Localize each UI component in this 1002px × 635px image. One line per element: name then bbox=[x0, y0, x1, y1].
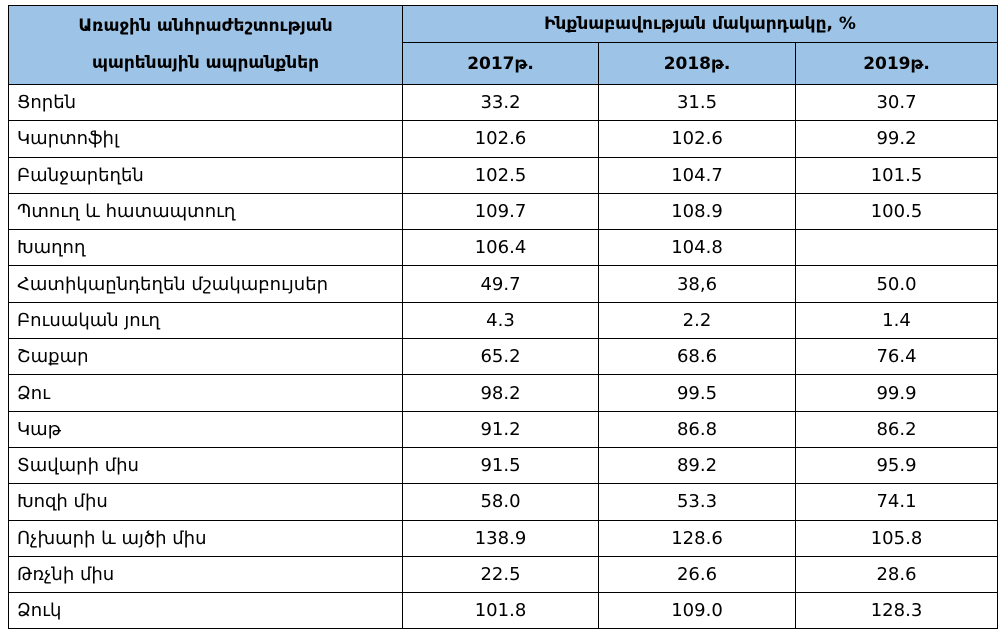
value-cell: 100.5 bbox=[795, 192, 998, 231]
year-header: 2017թ. bbox=[402, 42, 599, 85]
year-header: 2018թ. bbox=[598, 42, 796, 85]
table-row: Ձու 98.2 99.5 99.9 bbox=[8, 374, 998, 412]
value-cell: 89.2 bbox=[598, 446, 796, 485]
table-row: Կաթ 91.2 86.8 86.2 bbox=[8, 410, 998, 448]
item-name: Պտուղ և հատապտուղ bbox=[8, 192, 403, 231]
value-cell: 74.1 bbox=[795, 483, 998, 521]
value-cell: 108.9 bbox=[598, 192, 796, 231]
value-cell: 102.6 bbox=[402, 120, 599, 158]
item-name: Ձուկ bbox=[8, 592, 403, 630]
value-cell: 58.0 bbox=[402, 483, 599, 521]
item-name: Ցորեն bbox=[8, 83, 403, 122]
table-row: Խաղող 106.4 104.8 bbox=[8, 229, 998, 267]
value-cell: 2.2 bbox=[598, 301, 796, 340]
item-name: Ձու bbox=[8, 374, 403, 412]
table-row: Հատիկաընդեղեն մշակաբույսեր 49.7 38,6 50.0 bbox=[8, 265, 998, 303]
value-cell: 38,6 bbox=[598, 265, 796, 303]
table-row: Կարտոֆիլ 102.6 102.6 99.2 bbox=[8, 120, 998, 158]
value-cell: 53.3 bbox=[598, 483, 796, 521]
year-header: 2019թ. bbox=[795, 42, 998, 85]
value-cell: 99.9 bbox=[795, 374, 998, 412]
value-cell: 98.2 bbox=[402, 374, 599, 412]
value-cell: 104.7 bbox=[598, 156, 796, 194]
value-cell: 101.8 bbox=[402, 592, 599, 630]
table-body: Ցորեն 33.2 31.5 30.7 Կարտոֆիլ 102.6 102.6 99.2 Բ… bbox=[8, 83, 998, 630]
value-cell: 128.6 bbox=[598, 519, 796, 557]
table-row: Թռչնի միս 22.5 26.6 28.6 bbox=[8, 555, 998, 594]
value-cell: 65.2 bbox=[402, 338, 599, 376]
table-row: Ձուկ 101.8 109.0 128.3 bbox=[8, 592, 998, 630]
item-name: Շաքար bbox=[8, 338, 403, 376]
table-row: Խոզի միս 58.0 53.3 74.1 bbox=[8, 483, 998, 521]
value-cell: 86.8 bbox=[598, 410, 796, 448]
table-row: Տավարի միս 91.5 89.2 95.9 bbox=[8, 446, 998, 485]
value-cell: 99.2 bbox=[795, 120, 998, 158]
group-header: Ինքնաբավության մակարդակը, % bbox=[402, 5, 998, 43]
table-row: Պտուղ և հատապտուղ 109.7 108.9 100.5 bbox=[8, 192, 998, 231]
value-cell: 109.0 bbox=[598, 592, 796, 630]
value-cell: 102.5 bbox=[402, 156, 599, 194]
item-name: Հատիկաընդեղեն մշակաբույսեր bbox=[8, 265, 403, 303]
table-row: Ոչխարի և այծի միս 138.9 128.6 105.8 bbox=[8, 519, 998, 557]
item-name: Բանջարեղեն bbox=[8, 156, 403, 194]
item-name: Տավարի միս bbox=[8, 446, 403, 485]
value-cell: 91.5 bbox=[402, 446, 599, 485]
value-cell: 106.4 bbox=[402, 229, 599, 267]
value-cell: 86.2 bbox=[795, 410, 998, 448]
value-cell: 22.5 bbox=[402, 555, 599, 594]
header-row: Առաջին անհրաժեշտության պարենային ապրանքն… bbox=[8, 5, 998, 85]
value-cell: 50.0 bbox=[795, 265, 998, 303]
value-cell: 68.6 bbox=[598, 338, 796, 376]
data-table: Առաջին անհրաժեշտության պարենային ապրանքն… bbox=[8, 5, 998, 630]
value-cell: 91.2 bbox=[402, 410, 599, 448]
table-row: Բուսական յուղ 4.3 2.2 1.4 bbox=[8, 301, 998, 340]
value-cell: 49.7 bbox=[402, 265, 599, 303]
value-cell: 128.3 bbox=[795, 592, 998, 630]
value-cell: 30.7 bbox=[795, 83, 998, 122]
value-cell: 95.9 bbox=[795, 446, 998, 485]
value-cell: 28.6 bbox=[795, 555, 998, 594]
value-cell: 99.5 bbox=[598, 374, 796, 412]
item-name: Ոչխարի և այծի միս bbox=[8, 519, 403, 557]
header-row: 2017թ. 2018թ. 2019թ. bbox=[9, 42, 998, 85]
value-cell: 138.9 bbox=[402, 519, 599, 557]
table-row: Բանջարեղեն 102.5 104.7 101.5 bbox=[8, 156, 998, 194]
item-name: Խաղող bbox=[8, 229, 403, 267]
item-name: Թռչնի միս bbox=[8, 555, 403, 594]
item-name: Կարտոֆիլ bbox=[8, 120, 403, 158]
item-header: Առաջին անհրաժեշտության պարենային ապրանքն… bbox=[8, 5, 403, 85]
value-cell: 4.3 bbox=[402, 301, 599, 340]
value-cell bbox=[795, 229, 998, 267]
value-cell: 101.5 bbox=[795, 156, 998, 194]
value-cell: 26.6 bbox=[598, 555, 796, 594]
value-cell: 104.8 bbox=[598, 229, 796, 267]
table-row: Շաքար 65.2 68.6 76.4 bbox=[8, 338, 998, 376]
value-cell: 33.2 bbox=[402, 83, 599, 122]
value-cell: 102.6 bbox=[598, 120, 796, 158]
value-cell: 76.4 bbox=[795, 338, 998, 376]
value-cell: 109.7 bbox=[402, 192, 599, 231]
table-row: Ցորեն 33.2 31.5 30.7 bbox=[8, 83, 998, 122]
item-name: Բուսական յուղ bbox=[8, 301, 403, 340]
item-name: Խոզի միս bbox=[8, 483, 403, 521]
value-cell: 31.5 bbox=[598, 83, 796, 122]
item-name: Կաթ bbox=[8, 410, 403, 448]
value-cell: 105.8 bbox=[795, 519, 998, 557]
value-cell: 1.4 bbox=[795, 301, 998, 340]
